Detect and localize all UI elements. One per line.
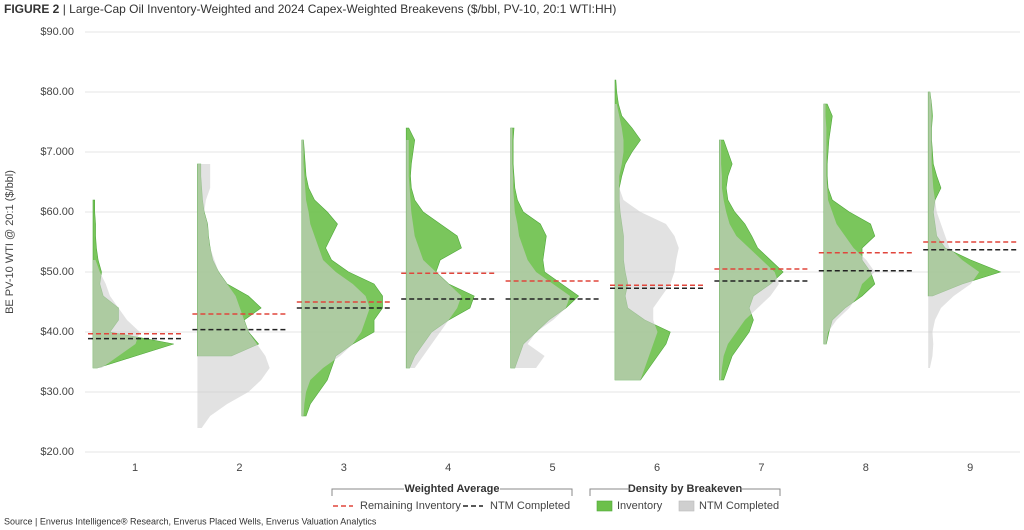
density-area — [510, 128, 571, 368]
x-tick-label: 1 — [132, 462, 138, 474]
y-tick-label: $80.00 — [40, 86, 74, 98]
legend-label: NTM Completed — [490, 500, 570, 512]
density-area — [823, 104, 875, 344]
y-tick-label: $60.00 — [40, 206, 74, 218]
legend-bracket — [331, 488, 573, 496]
density-area — [719, 140, 779, 380]
legend-swatch — [678, 500, 695, 512]
x-tick-label: 8 — [863, 462, 869, 474]
x-tick-label: 4 — [445, 462, 451, 474]
x-tick-label: 6 — [654, 462, 660, 474]
y-axis-label: BE PV-10 WTI @ 20:1 ($/bbl) — [4, 170, 16, 314]
y-tick-label: $90.00 — [40, 26, 74, 38]
y-tick-label: $50.00 — [40, 266, 74, 278]
density-area — [406, 140, 462, 368]
density-area — [93, 260, 140, 368]
y-tick-label: $40.00 — [40, 326, 74, 338]
x-tick-label: 9 — [967, 462, 973, 474]
y-tick-label: $20.00 — [40, 446, 74, 458]
x-tick-label: 3 — [341, 462, 347, 474]
legend-bracket — [589, 488, 781, 496]
density-area — [301, 140, 370, 416]
legend-label: Remaining Inventory — [360, 500, 461, 512]
title-text: | Large-Cap Oil Inventory-Weighted and 2… — [63, 2, 617, 16]
figure-label: FIGURE 2 — [4, 2, 60, 16]
legend-swatch — [596, 500, 613, 512]
legend-group-title: Density by Breakeven — [628, 483, 743, 495]
x-tick-label: 2 — [236, 462, 242, 474]
y-tick-label: $30.00 — [40, 386, 74, 398]
legend: Weighted Average Density by Breakeven Re… — [331, 483, 781, 512]
legend-group-title: Weighted Average — [405, 483, 500, 495]
x-tick-label: 5 — [550, 462, 556, 474]
source: Source | Enverus Intelligence® Research,… — [4, 516, 377, 526]
density-area — [615, 104, 679, 380]
density-area — [197, 164, 270, 428]
chart-title: FIGURE 2 | Large-Cap Oil Inventory-Weigh… — [4, 2, 616, 16]
legend-label: Inventory — [617, 500, 663, 512]
y-tick-label: $7.000 — [40, 146, 74, 158]
x-tick-label: 7 — [758, 462, 764, 474]
density-area — [928, 92, 980, 368]
legend-label: NTM Completed — [699, 500, 779, 512]
